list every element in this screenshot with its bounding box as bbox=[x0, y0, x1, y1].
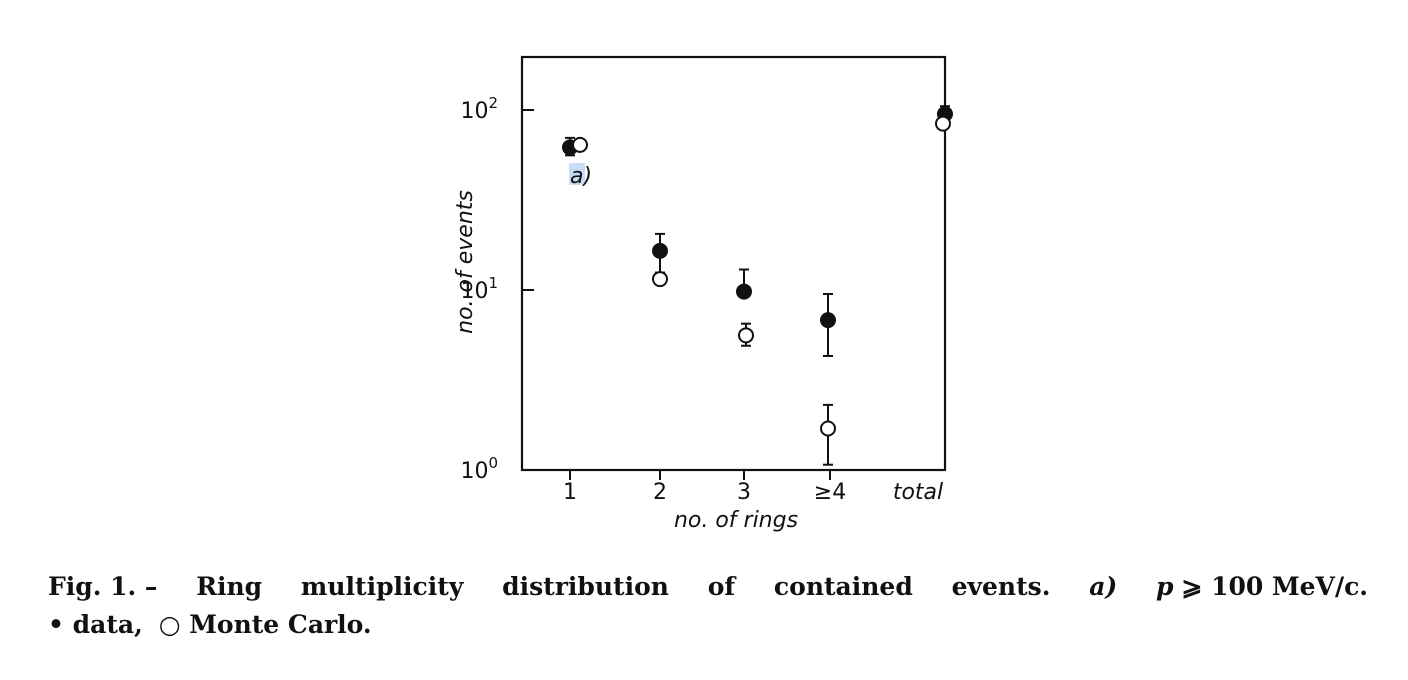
annotation-highlight bbox=[569, 163, 585, 185]
caption-word: events. bbox=[951, 572, 1051, 601]
mc-point bbox=[652, 271, 668, 288]
annotation-a: a) bbox=[570, 164, 592, 189]
data-point bbox=[652, 242, 668, 259]
data-point bbox=[820, 312, 836, 329]
mc-point bbox=[738, 327, 754, 344]
y-tick-exponent: 1 bbox=[488, 274, 498, 292]
data-marks bbox=[562, 105, 953, 466]
mc-point bbox=[935, 115, 951, 132]
x-tick-label: total bbox=[893, 480, 943, 505]
caption-p-symbol: p bbox=[1155, 572, 1174, 601]
y-axis-label: no. of events bbox=[453, 190, 478, 334]
plot-frame bbox=[520, 55, 947, 472]
caption-word: Ring bbox=[196, 572, 263, 601]
caption-data-legend: • data, bbox=[48, 610, 143, 639]
caption-mc-legend: ○ Monte Carlo. bbox=[158, 610, 372, 639]
caption-momentum-cut: p ⩾ 100 MeV/c. bbox=[1156, 568, 1368, 606]
mc-point bbox=[572, 136, 588, 153]
y-tick-label: 100 bbox=[460, 454, 498, 484]
figure-caption: Fig. 1. – Ring multiplicity distribution… bbox=[48, 568, 1368, 644]
caption-line-1: Fig. 1. – Ring multiplicity distribution… bbox=[48, 568, 1368, 606]
x-tick-labels: 1 2 3 ≥4 total bbox=[563, 480, 943, 505]
axis-ticks bbox=[522, 109, 831, 480]
caption-p-value: ⩾ 100 MeV/c. bbox=[1181, 572, 1368, 601]
x-tick-label: 2 bbox=[653, 480, 667, 505]
y-tick-exponent: 0 bbox=[488, 454, 498, 472]
x-tick-label: 3 bbox=[737, 480, 751, 505]
x-axis-label: no. of rings bbox=[674, 508, 798, 533]
x-tick-label: ≥4 bbox=[814, 480, 846, 505]
caption-a-label: a) bbox=[1089, 572, 1118, 601]
mc-point bbox=[820, 420, 836, 437]
caption-word: Fig. 1. – bbox=[48, 572, 158, 601]
caption-word: multiplicity bbox=[300, 572, 464, 601]
caption-word: distribution bbox=[502, 572, 669, 601]
caption-word: contained bbox=[773, 572, 913, 601]
data-point bbox=[736, 283, 752, 300]
x-tick-label: 1 bbox=[563, 480, 577, 505]
y-tick-exponent: 2 bbox=[488, 94, 498, 112]
caption-line-2: • data, ○ Monte Carlo. bbox=[48, 606, 1368, 644]
y-tick-label: 102 bbox=[460, 94, 498, 124]
caption-word: of bbox=[707, 572, 736, 601]
